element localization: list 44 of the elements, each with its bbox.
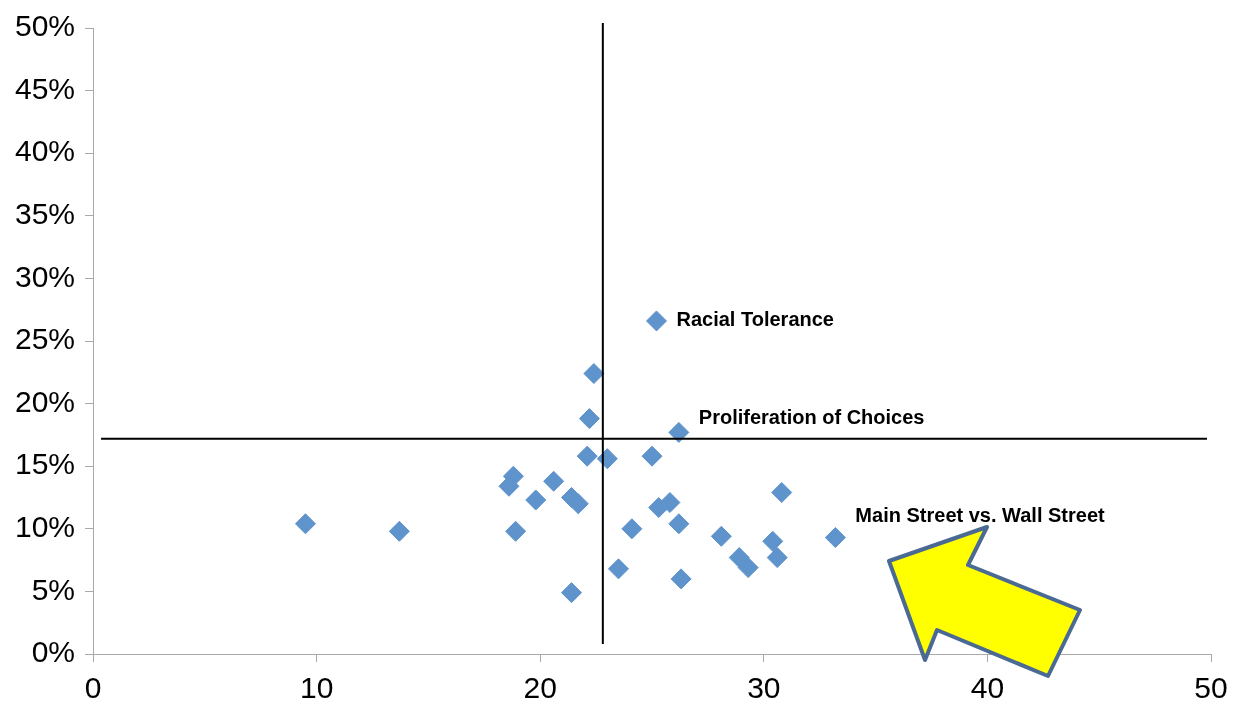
x-tick-label: 30 (747, 671, 781, 705)
point (294, 513, 316, 535)
x-tick-label: 40 (970, 671, 1005, 705)
point (578, 408, 600, 430)
point (771, 481, 793, 503)
point (388, 520, 410, 542)
x-tick-label: 50 (1194, 671, 1228, 705)
annotation: Racial Tolerance (676, 308, 834, 331)
point (670, 568, 692, 590)
point (737, 557, 759, 579)
point (641, 445, 663, 467)
y-tick-label: 20% (15, 384, 76, 418)
y-tick-label: 30% (15, 259, 76, 293)
point (576, 445, 598, 467)
x-tick-label: 10 (299, 671, 334, 705)
y-tick-label: 35% (15, 197, 76, 231)
point (766, 547, 788, 569)
point (762, 530, 784, 552)
y-tick-label: 25% (15, 322, 76, 356)
x-tick-label: 0 (84, 671, 102, 705)
point (583, 363, 605, 385)
annotation: Main Street vs. Wall Street (855, 504, 1106, 527)
point (728, 547, 750, 569)
x-tick-label: 20 (523, 671, 557, 705)
annotation: Proliferation of Choices (698, 405, 925, 428)
point (607, 558, 629, 580)
point (621, 518, 643, 540)
point (543, 470, 565, 492)
point (645, 310, 667, 332)
point (525, 489, 547, 511)
point (668, 421, 690, 443)
y-tick-label: 45% (15, 71, 76, 105)
y-tick-label: 0% (31, 635, 76, 669)
y-tick-label: 10% (15, 510, 76, 544)
point (505, 520, 527, 542)
y-tick-label: 5% (31, 572, 76, 606)
point (561, 582, 583, 604)
point (668, 513, 690, 535)
y-tick-label: 50% (15, 9, 76, 43)
point (648, 497, 670, 519)
point (824, 527, 846, 549)
point (710, 525, 732, 547)
y-tick-label: 15% (15, 447, 76, 481)
y-tick-label: 40% (15, 134, 76, 168)
